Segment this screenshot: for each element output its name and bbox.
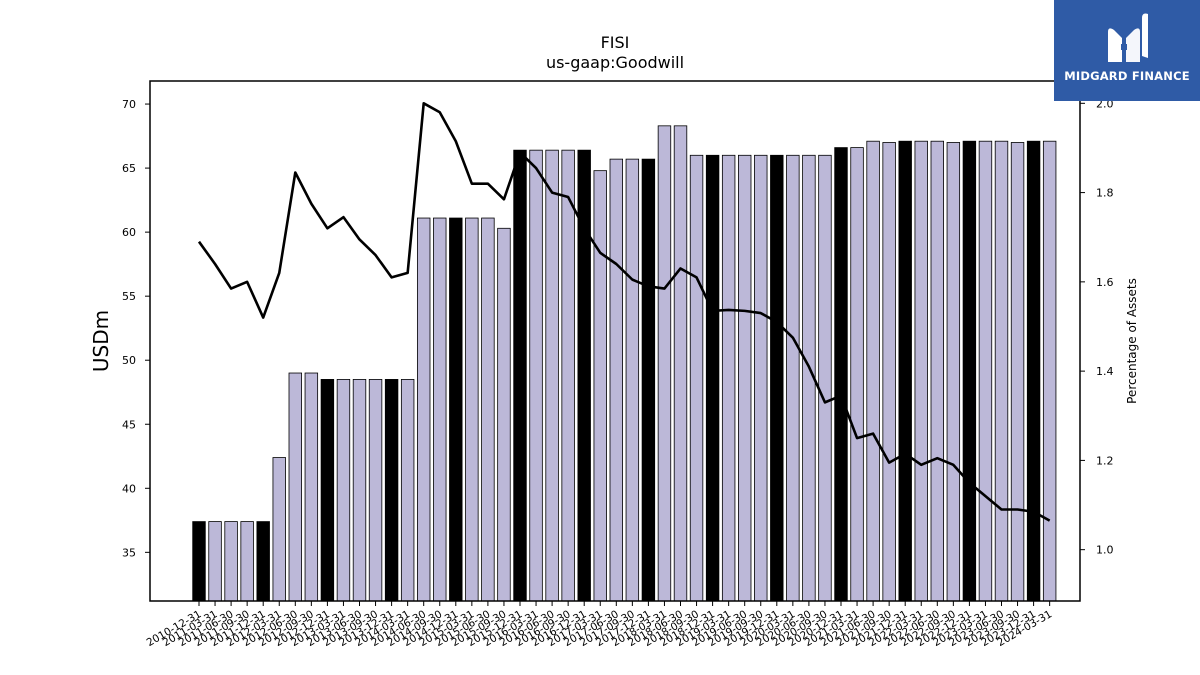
logo-mark-icon: [1108, 13, 1148, 62]
y2-axis-label: Percentage of Assets: [1125, 278, 1139, 404]
bar-2014-12-31: [449, 217, 463, 602]
bar-2017-03-31: [593, 170, 607, 602]
bar-2021-03-31: [850, 147, 864, 602]
bar-2016-03-31: [529, 149, 543, 602]
bar-2020-09-30: [818, 154, 832, 602]
bar-2020-12-31: [834, 147, 848, 602]
plot-frame: [149, 80, 1081, 602]
bar-2023-12-31: [1026, 140, 1041, 602]
bar-2016-09-30: [561, 149, 575, 602]
y-axis-label: USDm: [89, 310, 113, 372]
bar-2013-03-31: [336, 379, 351, 602]
y2-tick-label: 1.0: [1096, 544, 1114, 557]
bar-2023-09-30: [1010, 142, 1025, 602]
bar-2021-12-31: [898, 140, 912, 602]
y-tick-label: 45: [122, 418, 136, 431]
bar-2012-03-31: [272, 457, 286, 602]
left-y-axis: 35 40 45 50 55 60 65 70: [122, 98, 150, 559]
percentage-of-assets-line: [197, 102, 1051, 522]
bar-2014-03-31: [400, 379, 415, 602]
y2-tick-label: 1.2: [1096, 454, 1114, 467]
bar-2019-03-31: [721, 154, 736, 602]
bar-2021-09-30: [882, 142, 896, 602]
bar-2015-03-31: [465, 217, 479, 602]
x-axis: 2010-12-312011-03-312011-06-302011-09-30…: [145, 601, 1054, 649]
y-tick-label: 60: [122, 226, 136, 239]
y-tick-label: 55: [122, 290, 136, 303]
bar-2014-06-30: [416, 217, 431, 602]
bar-2014-09-30: [433, 217, 447, 602]
y-tick-label: 50: [122, 354, 136, 367]
bar-2020-03-31: [786, 154, 800, 602]
bar-2013-12-31: [384, 379, 399, 602]
logo: MIDGARD FINANCE: [1054, 0, 1200, 101]
bar-2024-03-31: [1042, 140, 1057, 602]
bar-2016-06-30: [545, 149, 559, 602]
bar-2018-09-30: [689, 154, 704, 602]
bar-2017-12-31: [641, 158, 656, 602]
bar-2019-06-30: [738, 154, 752, 602]
bar-2018-06-30: [673, 125, 688, 602]
y-tick-label: 70: [122, 98, 136, 111]
bar-2022-06-30: [930, 140, 945, 602]
bars-layer: [192, 125, 1057, 602]
y-tick-label: 35: [122, 546, 136, 559]
logo-text: MIDGARD FINANCE: [1064, 69, 1190, 83]
bar-2012-06-30: [288, 372, 303, 602]
bar-2022-03-31: [914, 140, 928, 602]
y-tick-label: 40: [122, 482, 136, 495]
bar-2019-12-31: [770, 154, 784, 602]
right-y-axis: 1.01.21.41.61.82.0: [1080, 97, 1114, 557]
y2-tick-label: 1.4: [1096, 365, 1114, 378]
bar-2012-09-30: [304, 372, 319, 602]
chart-subtitle: us-gaap:Goodwill: [546, 53, 684, 72]
bar-2018-12-31: [705, 154, 720, 602]
bar-2011-06-30: [224, 521, 238, 602]
bar-2022-12-31: [962, 140, 977, 602]
bar-2013-09-30: [368, 379, 383, 602]
bar-2023-06-30: [994, 140, 1009, 602]
line-layer: [197, 102, 1051, 522]
y-tick-label: 65: [122, 162, 136, 175]
bar-2011-03-31: [208, 521, 222, 602]
bar-2023-03-31: [978, 140, 993, 602]
bar-2013-06-30: [352, 379, 367, 602]
bar-2018-03-31: [657, 125, 672, 602]
bar-2015-09-30: [497, 227, 511, 602]
bar-2022-09-30: [946, 142, 961, 602]
y2-tick-label: 1.8: [1096, 187, 1114, 200]
y2-tick-label: 1.6: [1096, 276, 1114, 289]
bar-2019-09-30: [754, 154, 768, 602]
bar-2011-09-30: [240, 521, 254, 602]
bar-2011-12-31: [256, 521, 270, 602]
bar-2017-06-30: [609, 158, 624, 602]
chart-title: FISI: [601, 33, 630, 52]
bar-2015-06-30: [481, 217, 495, 602]
bar-2017-09-30: [625, 158, 640, 602]
bar-2015-12-31: [513, 149, 527, 602]
bar-2021-06-30: [866, 140, 880, 602]
bar-2010-12-31: [192, 521, 206, 602]
bar-2012-12-31: [320, 379, 335, 602]
